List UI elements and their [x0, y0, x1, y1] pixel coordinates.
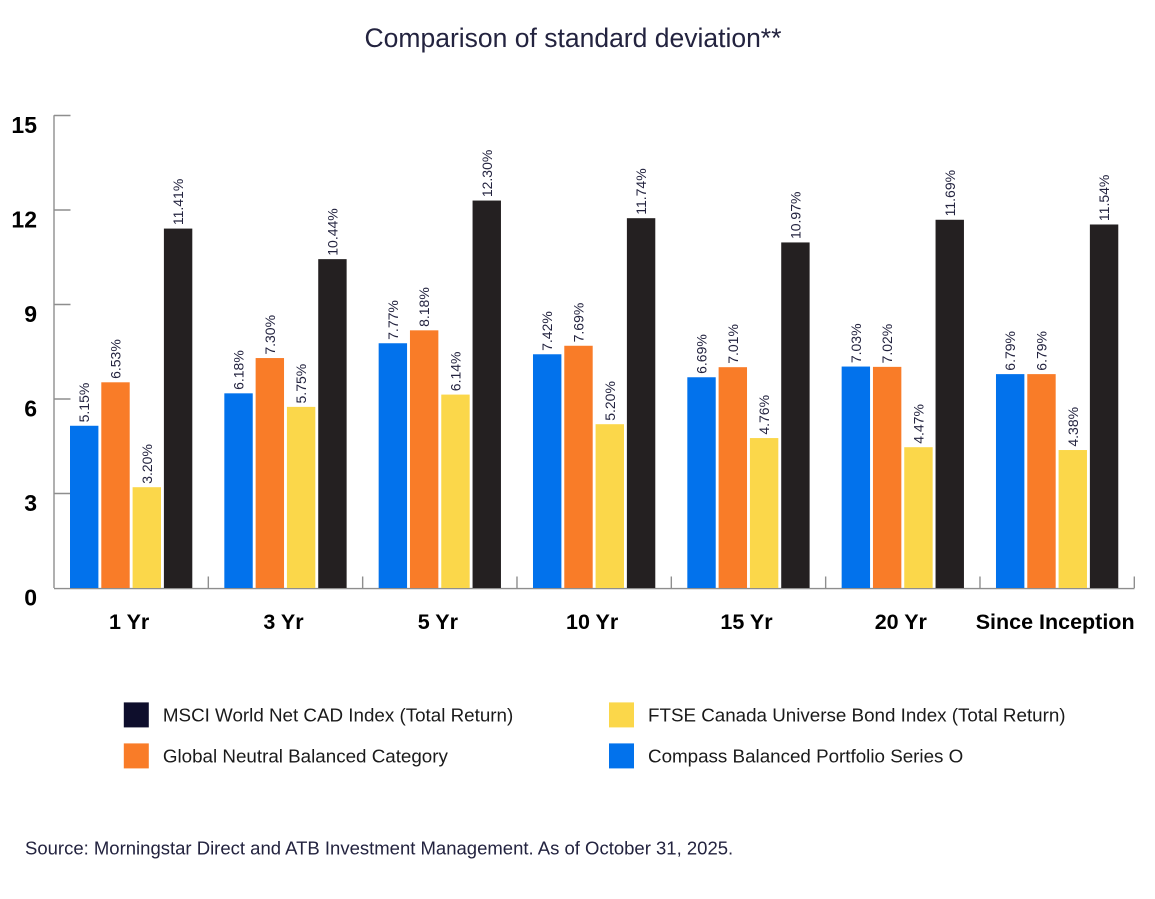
svg-text:10 Yr: 10 Yr	[566, 610, 619, 634]
svg-text:Global Neutral Balanced Catego: Global Neutral Balanced Category	[163, 745, 449, 766]
svg-text:7.01%: 7.01%	[725, 324, 741, 364]
svg-text:0: 0	[24, 585, 37, 611]
svg-text:6: 6	[24, 396, 37, 422]
svg-text:7.30%: 7.30%	[262, 315, 278, 355]
svg-text:15: 15	[11, 112, 37, 138]
svg-text:3: 3	[24, 490, 37, 516]
svg-text:4.47%: 4.47%	[910, 404, 926, 444]
svg-text:10.44%: 10.44%	[324, 208, 340, 255]
svg-text:FTSE Canada Universe Bond Inde: FTSE Canada Universe Bond Index (Total R…	[648, 705, 1066, 726]
svg-text:7.77%: 7.77%	[385, 300, 401, 340]
svg-text:6.18%: 6.18%	[231, 350, 247, 390]
svg-text:8.18%: 8.18%	[416, 287, 432, 327]
svg-text:6.53%: 6.53%	[108, 339, 124, 379]
svg-text:3.20%: 3.20%	[139, 444, 155, 484]
svg-text:1 Yr: 1 Yr	[109, 610, 150, 634]
svg-text:12: 12	[11, 207, 37, 233]
svg-text:7.02%: 7.02%	[879, 324, 895, 364]
svg-text:6.79%: 6.79%	[1034, 331, 1050, 371]
svg-text:9: 9	[24, 301, 37, 327]
svg-text:Compass Balanced Portfolio Ser: Compass Balanced Portfolio Series O	[648, 745, 963, 766]
svg-text:7.42%: 7.42%	[539, 311, 555, 351]
svg-text:12.30%: 12.30%	[479, 150, 495, 197]
svg-text:3 Yr: 3 Yr	[263, 610, 304, 634]
svg-text:Comparison of standard deviati: Comparison of standard deviation**	[365, 23, 782, 53]
svg-text:5.75%: 5.75%	[293, 364, 309, 404]
svg-text:Since Inception: Since Inception	[976, 610, 1135, 634]
svg-text:Source: Morningstar Direct and: Source: Morningstar Direct and ATB Inves…	[25, 838, 733, 859]
svg-text:20 Yr: 20 Yr	[875, 610, 928, 634]
svg-text:4.38%: 4.38%	[1065, 407, 1081, 447]
svg-text:6.69%: 6.69%	[694, 334, 710, 374]
svg-text:6.14%: 6.14%	[448, 351, 464, 391]
svg-text:5.20%: 5.20%	[602, 381, 618, 421]
svg-text:10.97%: 10.97%	[787, 192, 803, 239]
svg-text:5.15%: 5.15%	[76, 383, 92, 423]
svg-text:11.69%: 11.69%	[942, 170, 958, 216]
svg-text:6.79%: 6.79%	[1002, 331, 1018, 371]
svg-text:11.41%: 11.41%	[170, 179, 186, 225]
svg-text:7.03%: 7.03%	[848, 323, 864, 363]
svg-text:11.54%: 11.54%	[1096, 175, 1112, 221]
svg-text:7.69%: 7.69%	[571, 303, 587, 343]
svg-text:5 Yr: 5 Yr	[418, 610, 459, 634]
svg-text:11.74%: 11.74%	[633, 168, 649, 214]
svg-text:4.76%: 4.76%	[756, 395, 772, 435]
svg-text:15 Yr: 15 Yr	[720, 610, 773, 634]
svg-text:MSCI World Net CAD Index (Tota: MSCI World Net CAD Index (Total Return)	[163, 705, 513, 726]
